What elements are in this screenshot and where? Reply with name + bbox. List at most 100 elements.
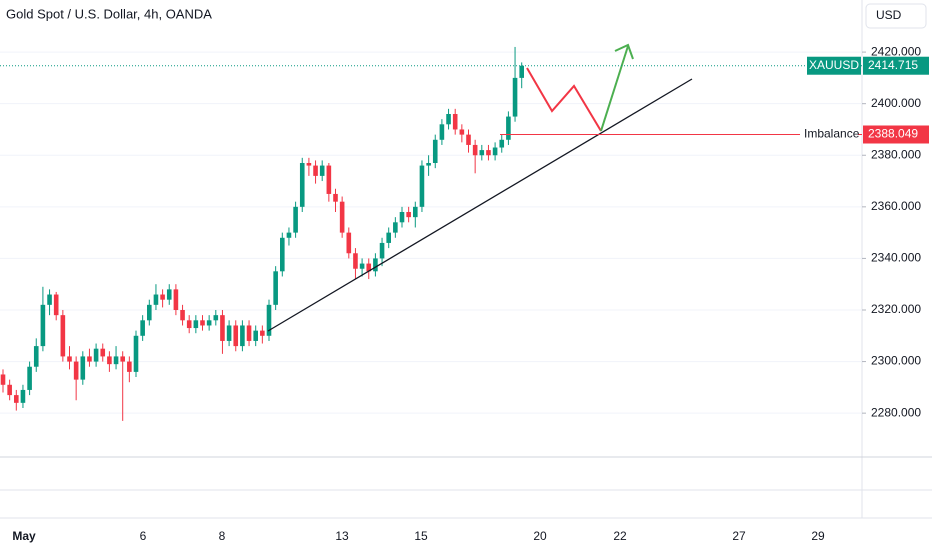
x-tick-label: May bbox=[12, 529, 36, 543]
y-tick-label: 2320.000 bbox=[871, 302, 921, 316]
candle-body bbox=[253, 330, 258, 341]
candle-body bbox=[346, 232, 352, 254]
y-tick-label: 2360.000 bbox=[871, 199, 921, 213]
currency-label[interactable]: USD bbox=[876, 8, 902, 22]
candle-body bbox=[226, 325, 232, 341]
candle-body bbox=[120, 356, 125, 362]
candle-body bbox=[512, 77, 518, 117]
candle-body bbox=[33, 346, 39, 367]
candle-body bbox=[506, 116, 511, 140]
candle-body bbox=[472, 144, 478, 156]
candle-body bbox=[14, 395, 19, 403]
trend-line bbox=[267, 78, 693, 332]
candle-body bbox=[419, 165, 425, 207]
candle-body bbox=[366, 263, 372, 272]
candle-body bbox=[206, 320, 212, 326]
candle-body bbox=[233, 325, 239, 347]
candle-body bbox=[386, 232, 391, 243]
candle-body bbox=[7, 384, 12, 396]
candle-body bbox=[200, 320, 205, 326]
candle-body bbox=[459, 129, 465, 135]
candle-body bbox=[107, 356, 112, 365]
candle-body bbox=[519, 65, 524, 78]
candle-body bbox=[160, 294, 165, 300]
candle-body bbox=[399, 211, 405, 223]
candle-body bbox=[499, 139, 505, 148]
y-tick-label: 2340.000 bbox=[871, 251, 921, 265]
candle-body bbox=[100, 348, 106, 357]
candle-body bbox=[186, 320, 192, 329]
candle-body bbox=[20, 389, 26, 403]
projection-up bbox=[600, 45, 629, 132]
candle-body bbox=[406, 211, 411, 218]
candle-body bbox=[306, 162, 312, 166]
x-tick-label: 20 bbox=[533, 529, 547, 543]
x-tick-label: 22 bbox=[613, 529, 627, 543]
candle-body bbox=[479, 150, 485, 156]
candle-body bbox=[393, 222, 398, 233]
candle-body bbox=[373, 258, 378, 272]
candle-body bbox=[339, 201, 345, 233]
candle-body bbox=[492, 147, 498, 156]
candle-body bbox=[40, 304, 46, 347]
chart-title: Gold Spot / U.S. Dollar, 4h, OANDA bbox=[6, 6, 212, 21]
candle-body bbox=[439, 124, 445, 140]
candle-body bbox=[326, 165, 332, 194]
candle-body bbox=[93, 348, 99, 362]
candle-body bbox=[87, 356, 92, 362]
candle-body bbox=[486, 150, 491, 156]
imbalance-label: Imbalance bbox=[804, 127, 860, 141]
candle-body bbox=[53, 294, 59, 316]
candle-body bbox=[446, 113, 451, 125]
candle-body bbox=[240, 325, 245, 347]
candle-body bbox=[426, 162, 431, 166]
price-label: 2414.715 bbox=[868, 58, 918, 72]
x-tick-label: 27 bbox=[732, 529, 746, 543]
y-tick-label: 2300.000 bbox=[871, 354, 921, 368]
y-tick-label: 2280.000 bbox=[871, 405, 921, 419]
candle-body bbox=[280, 237, 285, 272]
x-tick-label: 29 bbox=[811, 529, 825, 543]
candle-body bbox=[353, 253, 358, 269]
candle-body bbox=[213, 315, 219, 321]
candle-body bbox=[47, 294, 52, 305]
candle-body bbox=[147, 304, 152, 321]
y-tick-label: 2420.000 bbox=[871, 44, 921, 58]
imbalance-price: 2388.049 bbox=[868, 127, 918, 141]
candle-body bbox=[193, 320, 199, 329]
candle-body bbox=[140, 320, 145, 336]
imbalance-tag bbox=[863, 125, 929, 144]
candle-body bbox=[432, 139, 438, 163]
x-tick-label: 13 bbox=[335, 529, 349, 543]
candle-body bbox=[359, 263, 365, 269]
candle-body bbox=[113, 356, 119, 365]
arrow-head bbox=[614, 43, 634, 60]
candle-body bbox=[413, 206, 418, 218]
candle-body bbox=[220, 315, 225, 341]
candle-body bbox=[153, 294, 159, 305]
candle-body bbox=[246, 325, 252, 341]
symbol-label: XAUUSD bbox=[809, 58, 859, 72]
plot bbox=[0, 46, 862, 421]
symbol-tag bbox=[807, 56, 861, 75]
candle-body bbox=[180, 309, 185, 321]
candle-body bbox=[286, 232, 292, 238]
price-tag bbox=[863, 56, 929, 75]
candle-body bbox=[166, 289, 172, 300]
candle-body bbox=[80, 356, 86, 380]
candle-body bbox=[60, 315, 66, 357]
candle-body bbox=[466, 134, 471, 145]
candle-body bbox=[27, 366, 32, 390]
candle-body bbox=[260, 330, 265, 336]
candle-body bbox=[379, 242, 385, 259]
currency-button[interactable] bbox=[865, 3, 927, 29]
candle-body bbox=[452, 113, 458, 130]
candle-body bbox=[299, 162, 305, 207]
x-tick-label: 6 bbox=[140, 529, 147, 543]
candle-body bbox=[273, 271, 278, 305]
candle-body bbox=[127, 361, 132, 372]
candle-body bbox=[67, 356, 72, 362]
candle-body bbox=[319, 165, 325, 176]
candle-body bbox=[173, 289, 179, 310]
